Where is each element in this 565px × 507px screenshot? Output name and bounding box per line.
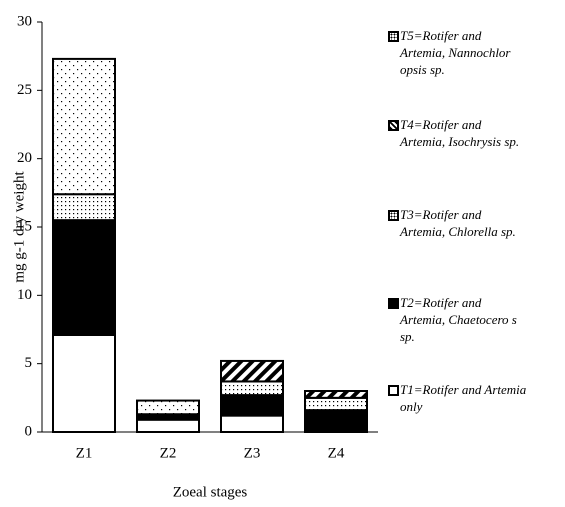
legend-entry: T5=Rotifer and Artemia, Nannochlor opsis… [388, 27, 528, 78]
x-tick-label: Z2 [160, 445, 177, 461]
bar-segment [220, 414, 284, 434]
bar-segment [304, 409, 368, 433]
legend-label: T3=Rotifer and Artemia, Chlorella sp. [400, 207, 516, 239]
x-tick-label: Z3 [244, 445, 261, 461]
x-tick-label: Z4 [328, 445, 345, 461]
y-tick-label: 25 [17, 82, 32, 98]
bar-segment [52, 333, 116, 434]
y-tick-label: 15 [17, 218, 32, 234]
y-tick-label: 5 [25, 355, 33, 371]
legend-label: T4=Rotifer and Artemia, Isochrysis sp. [400, 117, 520, 149]
bar-segment [136, 418, 200, 434]
x-axis-label: Zoeal stages [173, 484, 248, 500]
legend-entry: T2=Rotifer and Artemia, Chaetocero s sp. [388, 294, 528, 345]
bar-segment [304, 396, 368, 412]
bar-segment [136, 399, 200, 416]
legend-swatch [388, 120, 399, 131]
y-tick-label: 0 [25, 423, 33, 439]
bar-segment [52, 193, 116, 222]
legend-swatch [388, 298, 399, 309]
legend-label: T1=Rotifer and Artemia only [400, 382, 527, 414]
legend-entry: T4=Rotifer and Artemia, Isochrysis sp. [388, 116, 528, 150]
y-tick-label: 30 [17, 13, 32, 29]
bar-segment [220, 380, 284, 397]
legend-swatch [388, 385, 399, 396]
legend-swatch [388, 210, 399, 221]
y-axis-label: mg g-1 dry weight [11, 171, 27, 283]
bar-segment [52, 219, 116, 336]
legend-swatch [388, 31, 399, 42]
legend-label: T5=Rotifer and Artemia, Nannochlor opsis… [400, 28, 511, 77]
legend-entry: T1=Rotifer and Artemia only [388, 381, 528, 415]
y-tick-label: 10 [17, 287, 32, 303]
bar-segment [52, 57, 116, 196]
legend-label: T2=Rotifer and Artemia, Chaetocero s sp. [400, 295, 517, 344]
legend-entry: T3=Rotifer and Artemia, Chlorella sp. [388, 206, 528, 240]
y-tick-label: 20 [17, 150, 32, 166]
bar-segment [220, 394, 284, 417]
bar-segment [304, 390, 368, 399]
x-tick-label: Z1 [76, 445, 93, 461]
bar-segment [220, 359, 284, 383]
